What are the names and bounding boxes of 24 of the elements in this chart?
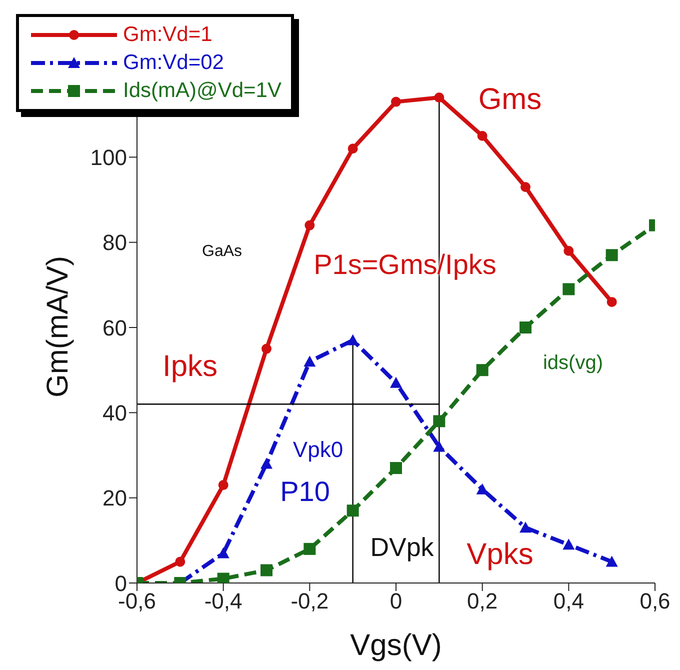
legend-label: Gm:Vd=1	[123, 23, 212, 47]
y-tick-label: 100	[90, 144, 127, 170]
y-tick-label: 20	[102, 486, 127, 511]
x-tick-label: 0,6	[640, 588, 670, 614]
annotation: Gms	[478, 83, 542, 116]
y-tick-label: 80	[102, 230, 127, 256]
legend-label: Ids(mA)@Vd=1V	[123, 79, 282, 103]
annotation: ids(vg)	[542, 352, 604, 374]
y-axis-title: Gm(mA/V)	[42, 256, 75, 398]
x-tick-label: -0,2	[290, 588, 329, 614]
x-axis-title: Vgs(V)	[350, 629, 442, 662]
legend-label: Gm:Vd=02	[123, 51, 224, 75]
annotation: Vpks	[466, 538, 534, 571]
y-tick-label: 60	[102, 315, 127, 340]
annotation: GaAs	[202, 243, 242, 260]
y-tick-label: 40	[102, 400, 127, 426]
x-tick-label: 0,4	[553, 588, 584, 614]
annotation: P10	[280, 476, 330, 507]
annotation: Vpk0	[292, 437, 344, 462]
annotation: DVpk	[370, 532, 434, 562]
x-tick-label: -0,4	[204, 588, 242, 614]
x-tick-label: 0,2	[467, 588, 498, 614]
x-tick-label: 0	[390, 588, 402, 614]
annotation: Ipks	[162, 350, 218, 383]
